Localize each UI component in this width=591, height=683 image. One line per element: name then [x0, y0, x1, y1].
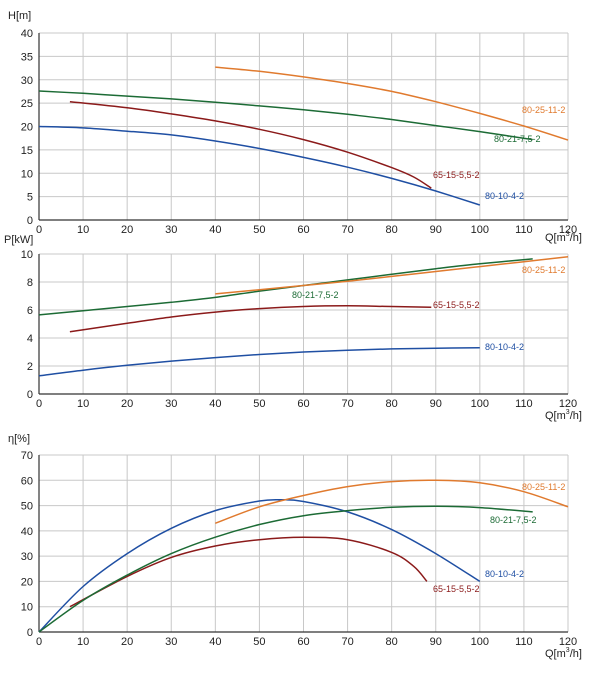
x-tick-label: 120: [559, 224, 577, 236]
x-tick-label: 110: [515, 224, 533, 236]
y-tick-label: 25: [21, 98, 33, 110]
x-tick-label: 70: [341, 636, 353, 648]
y-tick-label: 60: [21, 475, 33, 487]
x-tick-label: 60: [297, 636, 309, 648]
series-label-65-15-5,5-2: 65-15-5,5-2: [433, 170, 480, 180]
series-line-80-10-4-2: [38, 498, 481, 633]
y-tick-label: 5: [27, 192, 33, 204]
y-tick-label: 4: [27, 333, 33, 345]
y-tick-label: 8: [27, 277, 33, 289]
series-line-65-15-5,5-2: [69, 536, 428, 608]
series-label-80-10-4-2: 80-10-4-2: [485, 191, 524, 201]
series-label-80-10-4-2: 80-10-4-2: [485, 569, 524, 579]
x-tick-label: 50: [253, 398, 265, 410]
series-line-80-25-11-2: [215, 256, 569, 295]
y-tick-label: 10: [21, 602, 33, 614]
x-tick-label: 0: [36, 636, 42, 648]
y-tick-label: 20: [21, 576, 33, 588]
x-tick-label: 80: [386, 224, 398, 236]
y-tick-label: 40: [21, 526, 33, 538]
x-tick-label: 60: [297, 398, 309, 410]
series-line-80-25-11-2: [215, 479, 569, 525]
series-label-80-25-11-2: 80-25-11-2: [522, 265, 565, 275]
series-line-80-25-11-2: [215, 66, 569, 141]
x-axis-label: Q[m3/h]: [545, 647, 582, 660]
chart-panel-2: 0 10 20 30 40 50 60 70 80 90 100 110 120 0 2 4 6 8 10 P[kW]…: [4, 234, 582, 422]
y-tick-label: 20: [21, 122, 33, 134]
y-axis-label: P[kW]: [4, 234, 33, 246]
x-tick-label: 120: [559, 398, 577, 410]
chart-panel-3: 0 10 20 30 40 50 60 70 80 90 100 110 120 0 10 20 30 40 50 6…: [8, 433, 582, 660]
y-tick-label: 35: [21, 51, 33, 63]
x-tick-label: 70: [341, 398, 353, 410]
x-tick-label: 60: [297, 224, 309, 236]
series-line-65-15-5,5-2: [69, 305, 432, 333]
y-tick-label: 10: [21, 168, 33, 180]
y-tick-label: 0: [27, 389, 33, 401]
x-tick-label: 40: [209, 224, 221, 236]
x-tick-label: 120: [559, 636, 577, 648]
y-tick-label: 0: [27, 215, 33, 227]
x-tick-label: 0: [36, 398, 42, 410]
x-tick-label: 30: [165, 224, 177, 236]
x-tick-label: 90: [430, 636, 442, 648]
x-tick-label: 80: [386, 636, 398, 648]
x-tick-label: 0: [36, 224, 42, 236]
x-tick-label: 10: [77, 398, 89, 410]
x-tick-label: 100: [471, 398, 489, 410]
y-axis-label: H[m]: [8, 10, 31, 22]
x-tick-label: 30: [165, 398, 177, 410]
series-label-80-21-7,5-2: 80-21-7,5-2: [490, 515, 537, 525]
series-label-80-25-11-2: 80-25-11-2: [522, 482, 565, 492]
y-tick-label: 6: [27, 305, 33, 317]
x-tick-label: 90: [430, 224, 442, 236]
x-tick-label: 30: [165, 636, 177, 648]
series-label-80-10-4-2: 80-10-4-2: [485, 342, 524, 352]
x-tick-label: 100: [471, 224, 489, 236]
x-tick-label: 110: [515, 398, 533, 410]
y-tick-label: 30: [21, 75, 33, 87]
series-label-80-21-7,5-2: 80-21-7,5-2: [292, 290, 339, 300]
chart-panel-1: 0 10 20 30 40 50 60 70 80 90 100 110 120 0 5 10 15 20 25 30…: [8, 10, 582, 244]
y-tick-label: 30: [21, 551, 33, 563]
x-tick-label: 80: [386, 398, 398, 410]
series-label-65-15-5,5-2: 65-15-5,5-2: [433, 300, 480, 310]
x-tick-label: 20: [121, 398, 133, 410]
series-label-65-15-5,5-2: 65-15-5,5-2: [433, 584, 480, 594]
series-label-80-21-7,5-2: 80-21-7,5-2: [494, 134, 541, 144]
series-line-65-15-5,5-2: [69, 100, 432, 189]
x-tick-label: 10: [77, 224, 89, 236]
x-tick-label: 40: [209, 398, 221, 410]
x-tick-label: 50: [253, 224, 265, 236]
x-tick-label: 50: [253, 636, 265, 648]
y-tick-label: 15: [21, 145, 33, 157]
x-tick-label: 70: [341, 224, 353, 236]
y-tick-label: 0: [27, 627, 33, 639]
x-tick-label: 40: [209, 636, 221, 648]
y-tick-label: 2: [27, 361, 33, 373]
y-tick-label: 70: [21, 450, 33, 462]
y-tick-label: 40: [21, 28, 33, 40]
y-axis-label: η[%]: [8, 433, 30, 445]
x-tick-label: 20: [121, 636, 133, 648]
x-tick-label: 10: [77, 636, 89, 648]
x-tick-label: 20: [121, 224, 133, 236]
x-tick-label: 110: [515, 636, 533, 648]
series-line-80-21-7,5-2: [38, 505, 533, 633]
x-axis-label: Q[m3/h]: [545, 231, 582, 244]
x-tick-label: 90: [430, 398, 442, 410]
x-tick-label: 100: [471, 636, 489, 648]
series-line-80-10-4-2: [38, 125, 481, 206]
series-label-80-25-11-2: 80-25-11-2: [522, 105, 565, 115]
y-tick-label: 50: [21, 501, 33, 513]
series-line-80-21-7,5-2: [38, 90, 533, 141]
y-tick-label: 10: [21, 249, 33, 261]
x-axis-label: Q[m3/h]: [545, 409, 582, 422]
series-line-80-10-4-2: [38, 347, 480, 377]
